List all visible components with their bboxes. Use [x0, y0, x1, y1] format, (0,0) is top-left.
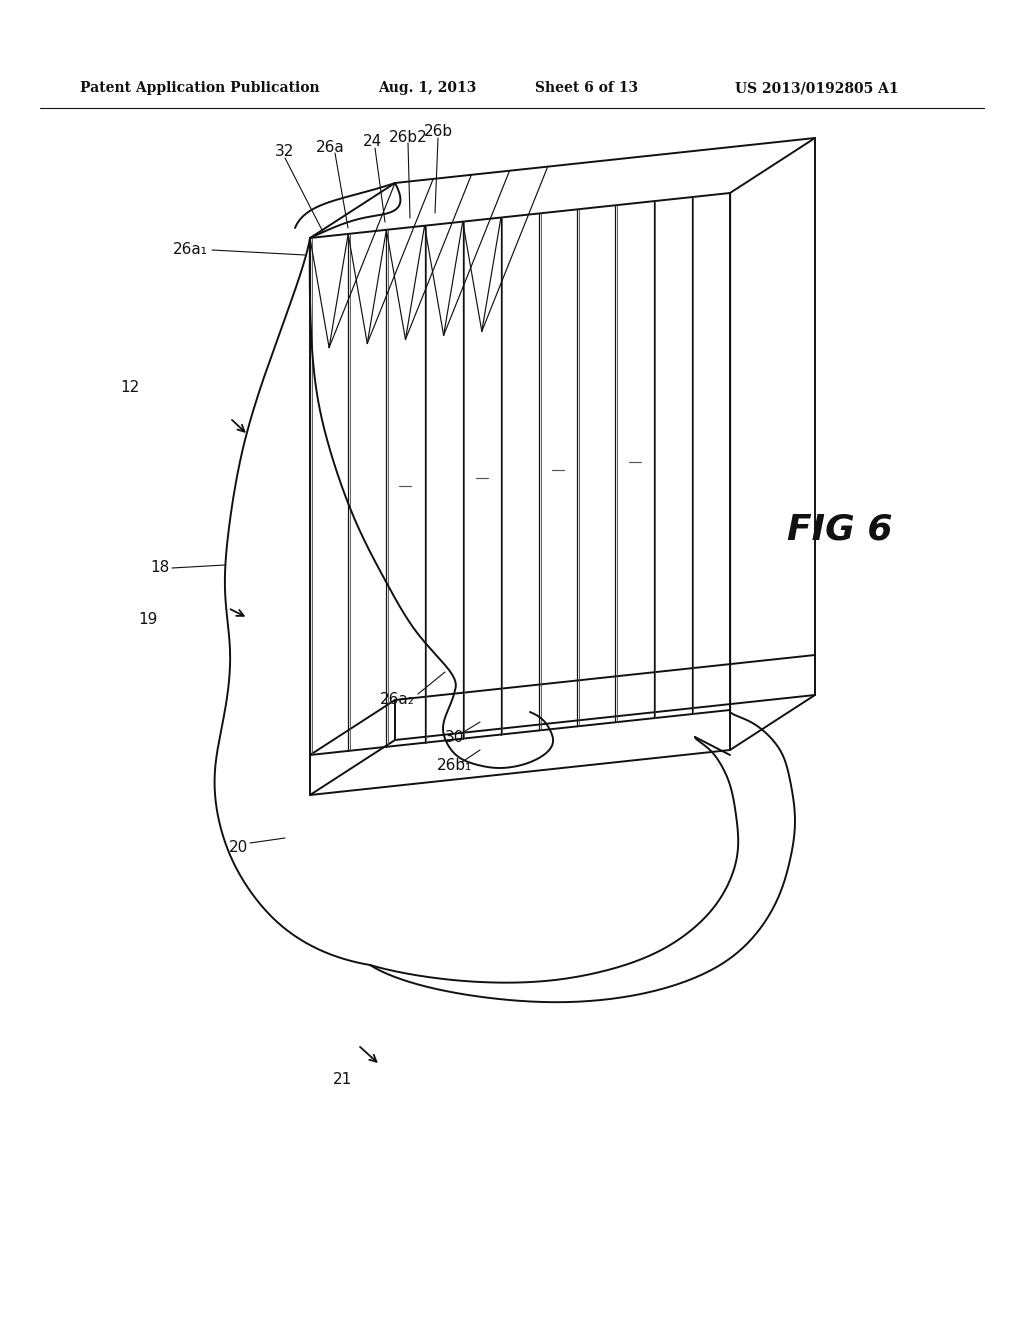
- Text: 26b: 26b: [424, 124, 453, 140]
- Text: 24: 24: [362, 135, 382, 149]
- Text: 26a₂: 26a₂: [380, 693, 415, 708]
- Text: Sheet 6 of 13: Sheet 6 of 13: [535, 81, 638, 95]
- Text: Aug. 1, 2013: Aug. 1, 2013: [378, 81, 476, 95]
- Text: 26b2: 26b2: [389, 129, 427, 144]
- Text: 20: 20: [228, 841, 248, 855]
- Text: 21: 21: [333, 1072, 351, 1088]
- Text: Patent Application Publication: Patent Application Publication: [80, 81, 319, 95]
- Text: 32: 32: [275, 144, 295, 160]
- Text: 12: 12: [121, 380, 140, 396]
- Text: 30: 30: [445, 730, 465, 746]
- Text: 26a₁: 26a₁: [173, 243, 208, 257]
- Text: 26b₁: 26b₁: [437, 759, 473, 774]
- Text: 26a: 26a: [315, 140, 344, 154]
- Text: 19: 19: [138, 612, 158, 627]
- Text: US 2013/0192805 A1: US 2013/0192805 A1: [735, 81, 899, 95]
- Text: FIG 6: FIG 6: [787, 513, 893, 546]
- Text: 18: 18: [151, 561, 170, 576]
